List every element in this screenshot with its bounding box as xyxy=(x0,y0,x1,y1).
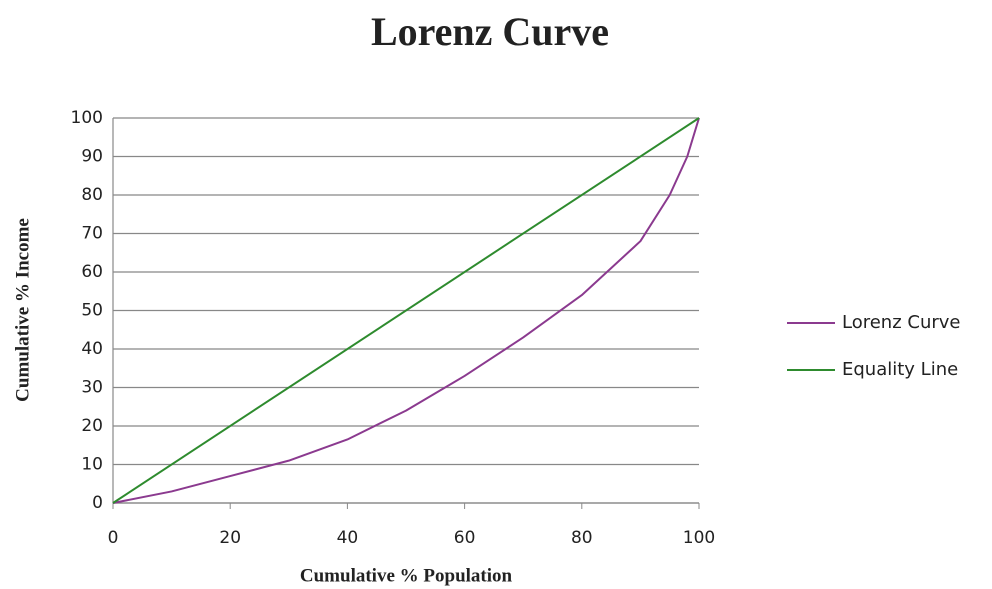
y-tick-label: 30 xyxy=(81,378,103,398)
y-tick-label: 90 xyxy=(81,147,103,167)
x-tick-label: 0 xyxy=(108,528,119,548)
series-line xyxy=(112,117,700,504)
y-tick-label: 100 xyxy=(71,108,103,128)
y-axis-title: Cumulative % Income xyxy=(12,218,33,402)
x-tick-label: 100 xyxy=(683,528,715,548)
x-tick-label: 80 xyxy=(571,528,593,548)
legend-label: Lorenz Curve xyxy=(842,312,961,333)
x-tick-label: 60 xyxy=(454,528,476,548)
legend-label: Equality Line xyxy=(842,359,958,380)
chart-title: Lorenz Curve xyxy=(371,9,609,54)
series-line xyxy=(112,117,700,504)
y-tick-label: 60 xyxy=(81,262,103,282)
y-tick-label: 50 xyxy=(81,301,103,321)
y-tick-label: 80 xyxy=(81,185,103,205)
y-tick-label: 0 xyxy=(92,493,103,513)
y-tick-label: 40 xyxy=(81,339,103,359)
y-tick-label: 20 xyxy=(81,416,103,436)
x-axis-title: Cumulative % Population xyxy=(300,565,513,586)
y-tick-label: 10 xyxy=(81,455,103,475)
x-tick-label: 40 xyxy=(337,528,359,548)
y-tick-label: 70 xyxy=(81,224,103,244)
x-tick-label: 20 xyxy=(219,528,241,548)
